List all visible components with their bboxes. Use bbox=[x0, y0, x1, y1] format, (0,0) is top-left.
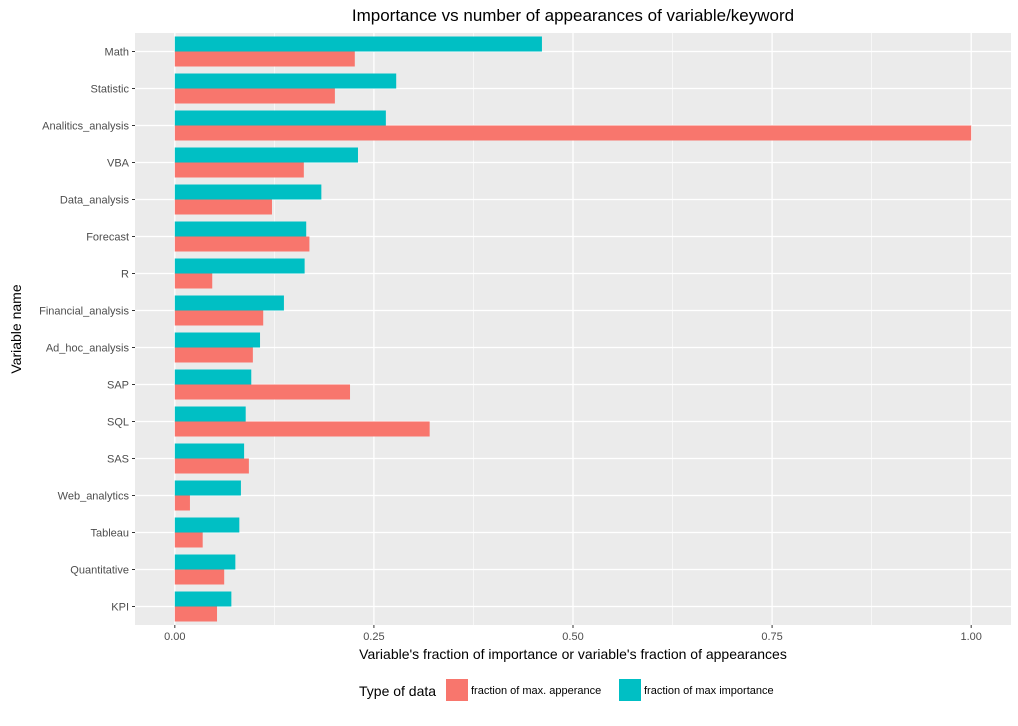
y-tick-label: Analitics_analysis bbox=[42, 121, 129, 133]
bar-importance-kpi bbox=[174, 591, 232, 607]
y-tick-label: Math bbox=[105, 47, 129, 59]
bar-importance-analitics_analysis bbox=[174, 110, 386, 126]
bar-appearance-ad_hoc_analysis bbox=[174, 347, 253, 363]
x-tick-label: 0.00 bbox=[164, 631, 185, 643]
bar-appearance-tableau bbox=[174, 532, 203, 548]
y-tick-label: SAS bbox=[107, 454, 129, 466]
x-tick-labels: 0.00 0.25 0.50 0.75 1.00 bbox=[164, 625, 982, 643]
y-tick-label: Web_analytics bbox=[58, 491, 130, 503]
y-tick-label: Financial_analysis bbox=[39, 306, 129, 318]
bar-appearance-sap bbox=[174, 384, 351, 400]
bar-appearance-vba bbox=[174, 162, 304, 178]
bar-appearance-data_analysis bbox=[174, 199, 272, 215]
x-tick-label: 0.75 bbox=[761, 631, 782, 643]
y-tick-label: Forecast bbox=[86, 232, 129, 244]
bar-appearance-sql bbox=[174, 421, 430, 437]
bar-importance-r bbox=[174, 258, 305, 274]
legend: Type of data fraction of max. apperance f… bbox=[359, 679, 774, 701]
legend-title: Type of data bbox=[359, 683, 436, 699]
y-axis-title: Variable name bbox=[8, 284, 24, 373]
bar-appearance-financial_analysis bbox=[174, 310, 264, 326]
y-tick-label: VBA bbox=[107, 158, 130, 170]
bar-appearance-sas bbox=[174, 458, 249, 474]
bar-importance-vba bbox=[174, 147, 358, 163]
legend-swatch-importance bbox=[619, 679, 641, 701]
x-tick-label: 1.00 bbox=[960, 631, 981, 643]
y-tick-label: Statistic bbox=[90, 84, 129, 96]
y-tick-label: Data_analysis bbox=[60, 195, 130, 207]
bar-importance-sap bbox=[174, 369, 252, 385]
legend-label-importance: fraction of max importance bbox=[644, 685, 774, 697]
y-tick-labels: Math Statistic Analitics_analysis VBA Data_a… bbox=[39, 47, 135, 614]
bar-appearance-r bbox=[174, 273, 213, 289]
bar-importance-statistic bbox=[174, 73, 397, 89]
y-tick-label: SQL bbox=[107, 417, 129, 429]
bar-importance-sas bbox=[174, 443, 245, 459]
bar-appearance-math bbox=[174, 51, 355, 67]
x-tick-label: 0.50 bbox=[562, 631, 583, 643]
bar-appearance-analitics_analysis bbox=[174, 125, 972, 141]
bar-appearance-forecast bbox=[174, 236, 310, 252]
x-tick-label: 0.25 bbox=[363, 631, 384, 643]
legend-swatch-appearance bbox=[446, 679, 468, 701]
legend-label-appearance: fraction of max. apperance bbox=[471, 685, 601, 697]
y-tick-label: Tableau bbox=[90, 528, 129, 540]
y-tick-label: KPI bbox=[111, 602, 129, 614]
y-tick-label: Ad_hoc_analysis bbox=[46, 343, 130, 355]
bar-importance-forecast bbox=[174, 221, 307, 237]
bar-importance-sql bbox=[174, 406, 246, 422]
bar-importance-data_analysis bbox=[174, 184, 322, 200]
x-axis-title: Variable's fraction of importance or var… bbox=[359, 646, 787, 662]
y-tick-label: SAP bbox=[107, 380, 129, 392]
bar-importance-ad_hoc_analysis bbox=[174, 332, 261, 348]
bar-appearance-quantitative bbox=[174, 569, 225, 585]
bars bbox=[174, 36, 972, 622]
bar-importance-math bbox=[174, 36, 542, 52]
bar-appearance-statistic bbox=[174, 88, 335, 104]
chart-title: Importance vs number of appearances of v… bbox=[352, 6, 794, 25]
y-tick-label: R bbox=[121, 269, 129, 281]
bar-importance-quantitative bbox=[174, 554, 236, 570]
bar-appearance-kpi bbox=[174, 606, 218, 622]
bar-importance-financial_analysis bbox=[174, 295, 284, 311]
y-tick-label: Quantitative bbox=[70, 565, 129, 577]
bar-importance-web_analytics bbox=[174, 480, 241, 496]
bar-appearance-web_analytics bbox=[174, 495, 190, 511]
bar-importance-tableau bbox=[174, 517, 240, 533]
